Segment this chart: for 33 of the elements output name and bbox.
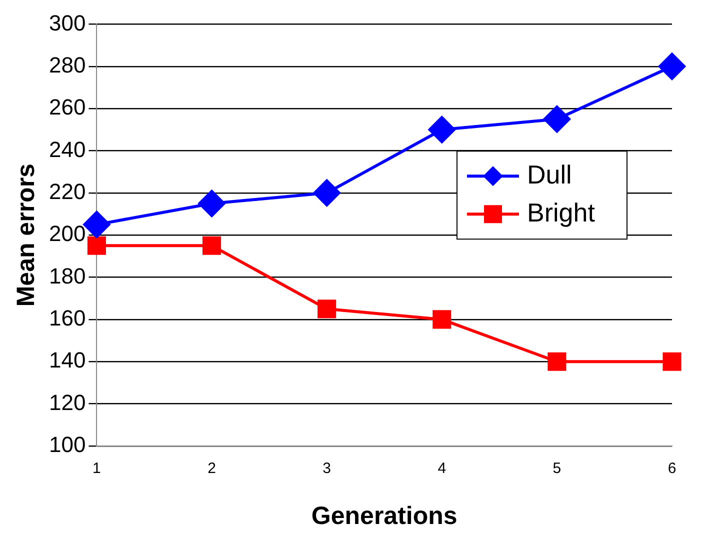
point	[198, 190, 226, 217]
x-tick-label: 4	[438, 460, 446, 478]
point	[658, 52, 686, 80]
point	[83, 211, 110, 238]
x-tick-label: 1	[92, 460, 101, 478]
y-tick-label: 140	[48, 348, 86, 373]
y-tick-label: 240	[48, 136, 86, 162]
point	[548, 352, 566, 371]
point	[202, 236, 222, 255]
point	[87, 236, 106, 255]
x-axis-title: Generations	[311, 502, 458, 530]
x-tick-label: 2	[208, 460, 216, 478]
y-tick-label: 120	[48, 390, 86, 415]
y-tick-label: 300	[48, 10, 86, 36]
point	[662, 352, 682, 371]
y-tick-label: 180	[48, 263, 86, 288]
y-tick-label: 200	[48, 221, 86, 246]
x-tick-label: 3	[322, 460, 331, 478]
x-tick-label: 6	[668, 460, 676, 478]
x-tick-label: 5	[552, 460, 562, 478]
point	[428, 116, 456, 144]
point	[543, 106, 570, 133]
point	[313, 179, 340, 206]
y-tick-label: 160	[48, 306, 86, 331]
y-tick-label: 220	[48, 178, 86, 204]
y-axis-title: Mean errors	[12, 164, 40, 307]
point	[318, 300, 336, 318]
point	[432, 310, 452, 329]
y-tick-label: 280	[48, 52, 86, 78]
legend-label: Bright	[527, 197, 596, 228]
y-tick-label: 100	[48, 432, 86, 458]
legend-label: Dull	[527, 159, 572, 190]
y-tick-label: 260	[48, 94, 86, 120]
